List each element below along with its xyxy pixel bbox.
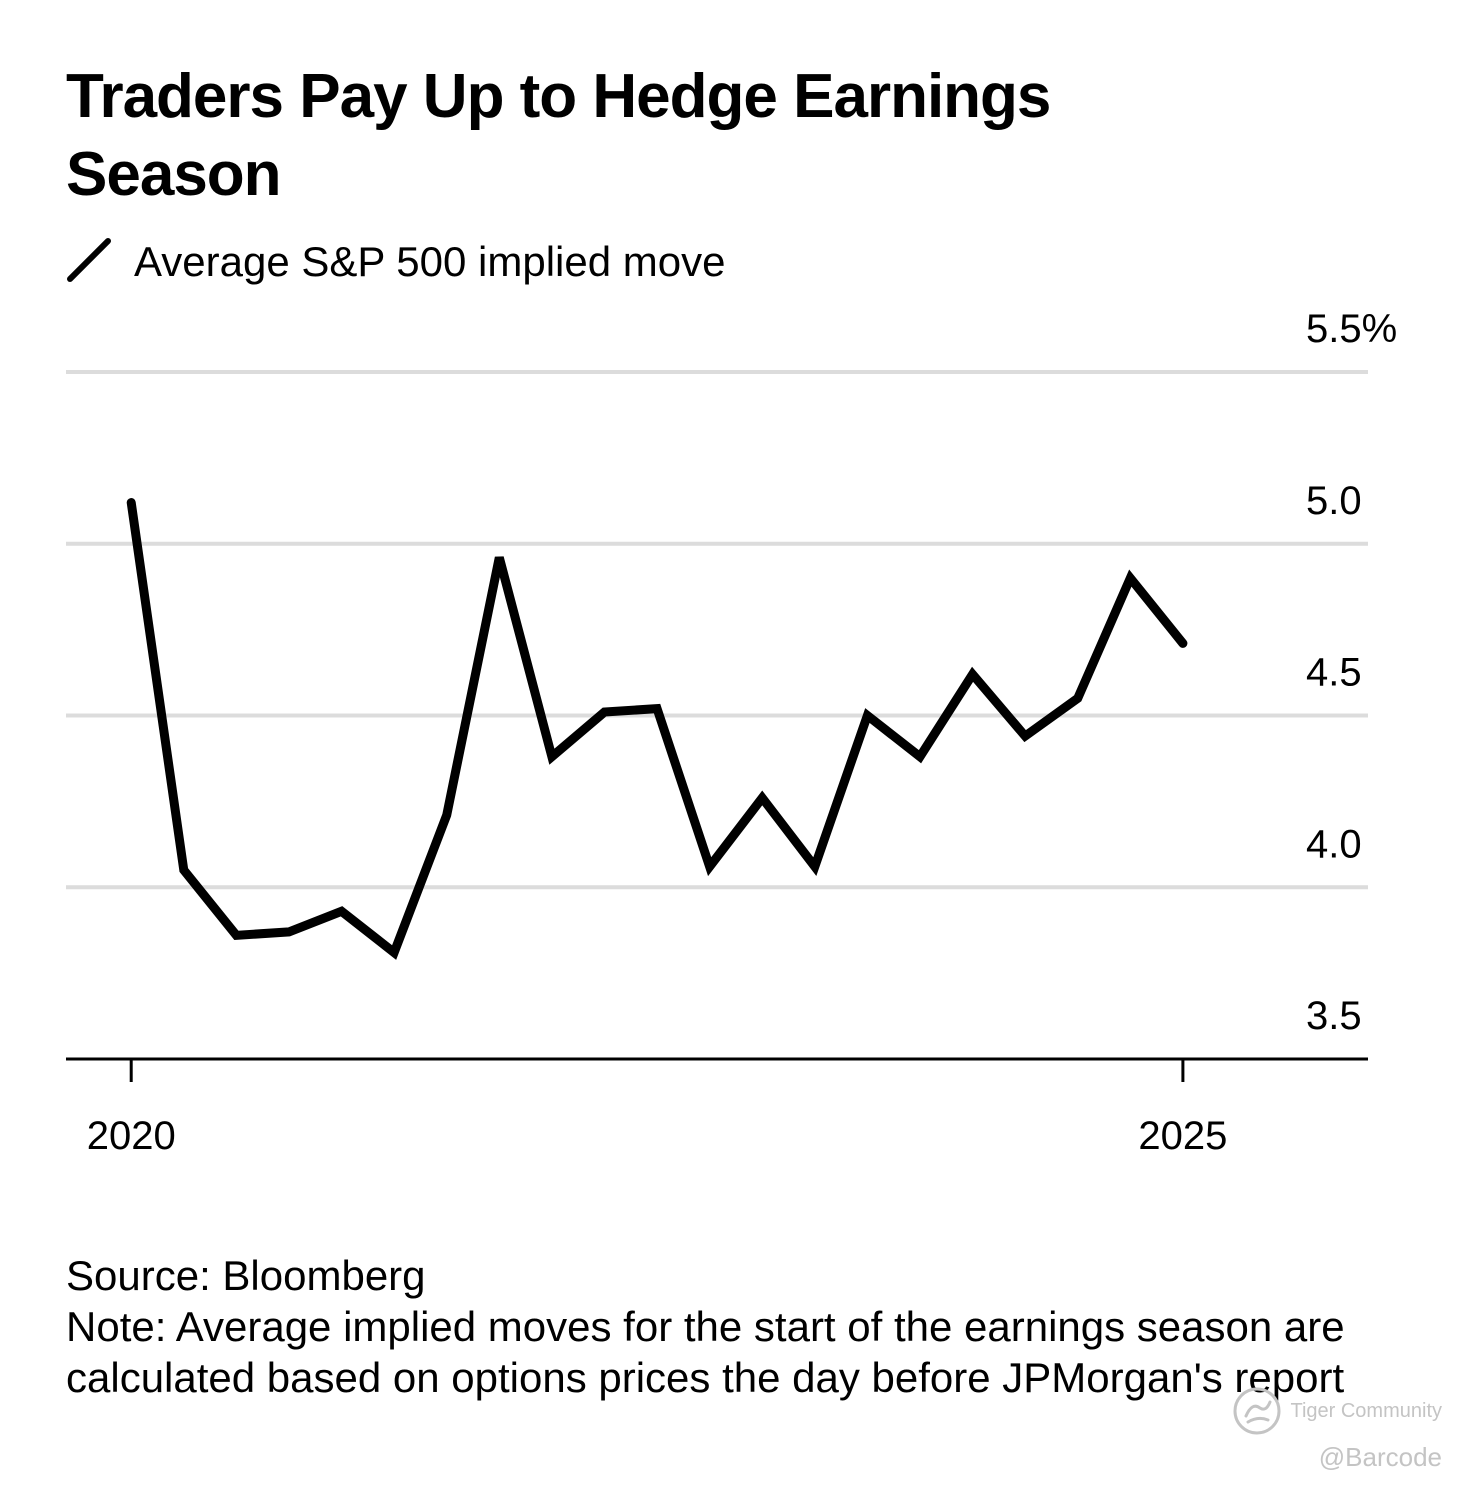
data-point — [1077, 697, 1079, 699]
y-tick-label: 5.0 — [1306, 479, 1362, 523]
x-tick-label: 2025 — [1138, 1114, 1227, 1158]
note-text: Note: Average implied moves for the star… — [66, 1303, 1345, 1401]
y-tick-label: 4.0 — [1306, 822, 1362, 866]
y-tick-label: 3.5 — [1306, 994, 1362, 1038]
chart-footer: Source: Bloomberg Note: Average implied … — [66, 1250, 1406, 1403]
data-point — [498, 556, 500, 558]
x-axis — [66, 1057, 1368, 1082]
tick-labels: 5.5% 5.0 4.5 4.0 3.5 2020 2025 — [87, 307, 1397, 1158]
data-point — [1182, 642, 1184, 644]
data-point — [656, 708, 658, 710]
y-tick-label: 4.5 — [1306, 651, 1362, 695]
data-point — [814, 866, 816, 868]
data-point — [866, 715, 868, 717]
data-point — [919, 756, 921, 758]
series-layer — [126, 498, 1188, 960]
watermark-handle: @Barcode — [1318, 1442, 1442, 1472]
data-point — [972, 673, 974, 675]
data-point — [183, 869, 185, 871]
legend-label: Average S&P 500 implied move — [134, 238, 726, 285]
data-point — [235, 934, 237, 936]
data-point — [130, 502, 132, 504]
data-point — [446, 814, 448, 816]
watermark: Tiger Community @Barcode — [1232, 1386, 1442, 1473]
legend: Average S&P 500 implied move — [66, 236, 725, 288]
data-point — [709, 866, 711, 868]
x-tick-label: 2020 — [87, 1114, 176, 1158]
chart-title: Traders Pay Up to Hedge Earnings Season — [66, 62, 1051, 209]
data-point — [761, 797, 763, 799]
source-text: Source: Bloomberg — [66, 1252, 426, 1299]
data-point — [288, 931, 290, 933]
legend-line-icon — [67, 238, 111, 282]
line-chart: 5.5% 5.0 4.5 4.0 3.5 2020 2025 — [66, 307, 1397, 1158]
tiger-logo-icon — [1233, 1387, 1281, 1435]
data-point — [603, 711, 605, 713]
data-point — [1129, 577, 1131, 579]
data-point — [341, 910, 343, 912]
data-point — [1024, 735, 1026, 737]
watermark-brand: Tiger Community — [1290, 1399, 1442, 1422]
y-tick-label: 5.5% — [1306, 307, 1397, 351]
gridlines — [66, 370, 1368, 890]
data-point — [393, 952, 395, 954]
data-point — [551, 756, 553, 758]
series-line — [126, 498, 1188, 960]
